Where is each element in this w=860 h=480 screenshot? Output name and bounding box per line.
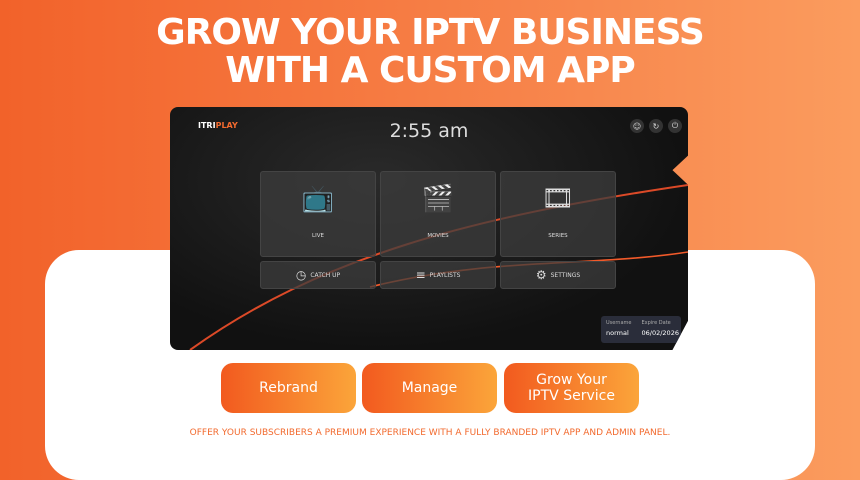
username: normal — [606, 329, 629, 337]
rebrand-button[interactable]: Rebrand — [221, 363, 356, 413]
grow-service-button[interactable]: Grow Your IPTV Service — [504, 363, 639, 413]
profile-icon[interactable]: ☺ — [630, 119, 644, 133]
gear-icon: ⚙ — [535, 268, 547, 282]
refresh-icon[interactable]: ↻ — [649, 119, 663, 133]
expire-date: 06/02/2026 — [641, 329, 679, 337]
film-stack-icon: 🎞 — [541, 184, 575, 214]
tile-series[interactable]: 🎞 SERIES — [500, 171, 616, 257]
power-icon[interactable]: ⏻ — [668, 119, 682, 133]
playlist-add-icon: ≡ — [415, 268, 426, 282]
clapperboard-icon: 🎬 — [421, 184, 455, 214]
tile-settings[interactable]: ⚙ SETTINGS — [500, 261, 616, 289]
clock-icon: ◷ — [295, 268, 307, 282]
tile-playlists[interactable]: ≡ PLAYLISTS — [380, 261, 496, 289]
headline-line-2: WITH A CUSTOM APP — [225, 50, 635, 91]
manage-button[interactable]: Manage — [362, 363, 497, 413]
app-screenshot: ITRIPLAY 2:55 am ☺ ↻ ⏻ 📺 LIVE 🎬 MOVIES 🎞 SE… — [170, 107, 688, 350]
footer-tagline: OFFER YOUR SUBSCRIBERS A PREMIUM EXPERIE… — [189, 428, 671, 438]
headline-line-1: GROW YOUR IPTV BUSINESS — [156, 12, 705, 53]
clock: 2:55 am — [389, 120, 469, 142]
tile-catch-up[interactable]: ◷ CATCH UP — [260, 261, 376, 289]
tv-icon: 📺 — [301, 184, 335, 214]
tile-live[interactable]: 📺 LIVE — [260, 171, 376, 257]
tile-movies[interactable]: 🎬 MOVIES — [380, 171, 496, 257]
app-logo: ITRIPLAY — [198, 121, 238, 130]
account-info: Username normal Expire Date 06/02/2026 — [601, 316, 681, 343]
